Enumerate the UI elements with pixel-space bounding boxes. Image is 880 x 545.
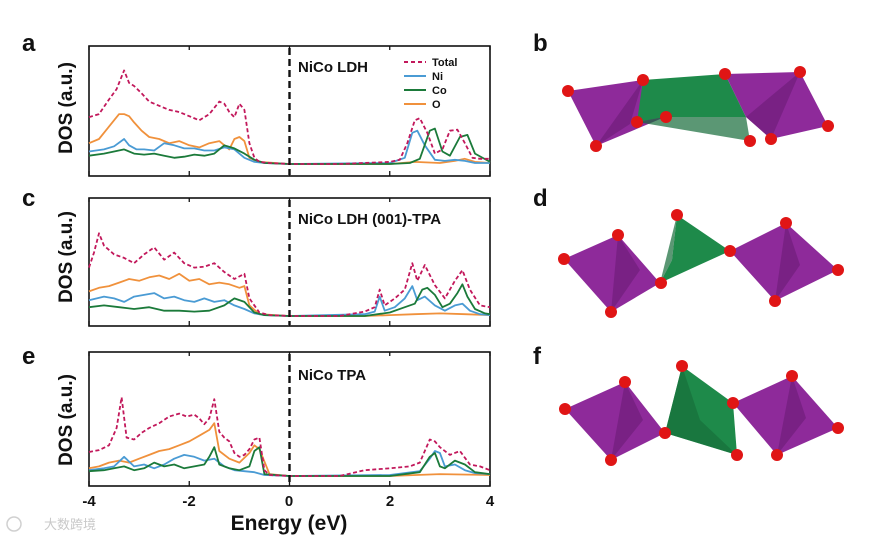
watermark-text: 大数跨境	[44, 517, 96, 532]
oxygen-atom	[605, 306, 617, 318]
octahedron-green	[637, 74, 746, 122]
octahedron-shade	[665, 366, 737, 455]
oxygen-atom	[794, 66, 806, 78]
oxygen-atom	[631, 116, 643, 128]
series-line-o	[88, 113, 491, 165]
oxygen-atom	[765, 133, 777, 145]
oxygen-atom	[832, 264, 844, 276]
x-axis-label: Energy (eV)	[231, 512, 348, 535]
y-axis-label-e: DOS (a.u.)	[56, 374, 77, 466]
octahedron-shade	[611, 382, 643, 460]
series-line-total	[88, 232, 491, 317]
oxygen-atom	[605, 454, 617, 466]
x-tick-label: 2	[386, 493, 394, 510]
structure-f	[559, 360, 844, 466]
structure-b	[562, 66, 834, 152]
oxygen-atom	[769, 295, 781, 307]
panel-label-a: a	[22, 30, 36, 57]
dos-plot-nico-ldh	[88, 45, 491, 177]
oxygen-atom	[558, 253, 570, 265]
x-tick-label: 4	[486, 493, 495, 510]
x-tick-label: 0	[285, 493, 293, 510]
oxygen-atom	[771, 449, 783, 461]
legend-label-ni: Ni	[432, 71, 443, 83]
octahedron-shade	[775, 223, 800, 301]
series-line-total	[88, 69, 490, 165]
panel-title-e: NiCo TPA	[298, 367, 366, 384]
panel-label-b: b	[533, 30, 548, 57]
panel-title-a: NiCo LDH	[298, 59, 368, 76]
oxygen-atom	[562, 85, 574, 97]
octahedron-shade	[637, 117, 750, 141]
oxygen-atom	[655, 277, 667, 289]
panel-label-d: d	[533, 185, 548, 212]
x-tick-label: -4	[82, 493, 96, 510]
octahedron-shade	[611, 235, 640, 312]
legend-label-co: Co	[432, 85, 447, 97]
legend-label-total: Total	[432, 57, 457, 69]
oxygen-atom	[822, 120, 834, 132]
octahedron-shade	[746, 72, 800, 139]
oxygen-atom	[744, 135, 756, 147]
watermark: 大数跨境	[6, 516, 96, 532]
oxygen-atom	[676, 360, 688, 372]
octahedron-purple	[564, 235, 660, 312]
panel-label-f: f	[533, 343, 542, 370]
series-line-co	[88, 446, 491, 477]
series-line-o	[88, 272, 491, 317]
structure-d	[558, 209, 844, 318]
oxygen-atom	[637, 74, 649, 86]
dos-plot-nico-tpa	[88, 351, 491, 487]
oxygen-atom	[559, 403, 571, 415]
octahedron-shade	[777, 376, 806, 455]
octahedron-purple	[565, 382, 665, 460]
oxygen-atom	[724, 245, 736, 257]
panel-title-c: NiCo LDH (001)-TPA	[298, 211, 441, 228]
oxygen-atom	[619, 376, 631, 388]
series-line-total	[88, 396, 491, 477]
oxygen-atom	[780, 217, 792, 229]
octahedron-shade	[596, 80, 643, 146]
oxygen-atom	[727, 397, 739, 409]
oxygen-atom	[671, 209, 683, 221]
legend-label-o: O	[432, 99, 441, 111]
oxygen-atom	[719, 68, 731, 80]
oxygen-atom	[731, 449, 743, 461]
tetrahedron-shade	[660, 215, 677, 283]
y-axis-label-c: DOS (a.u.)	[56, 211, 77, 303]
oxygen-atom	[786, 370, 798, 382]
panel-label-e: e	[22, 343, 35, 370]
oxygen-atom	[832, 422, 844, 434]
legend: Total Ni Co O	[404, 57, 457, 111]
series-line-ni	[88, 450, 491, 477]
watermark-icon	[6, 516, 22, 532]
oxygen-atom	[590, 140, 602, 152]
x-tick-label: -2	[182, 493, 195, 510]
y-axis-label-a: DOS (a.u.)	[56, 62, 77, 154]
tetrahedron-green	[660, 215, 730, 283]
oxygen-atom	[660, 111, 672, 123]
oxygen-atom	[612, 229, 624, 241]
dos-plot-nico-ldh-001-tpa	[88, 197, 491, 327]
oxygen-atom	[659, 427, 671, 439]
series-line-co	[88, 127, 491, 165]
panel-label-c: c	[22, 185, 35, 212]
